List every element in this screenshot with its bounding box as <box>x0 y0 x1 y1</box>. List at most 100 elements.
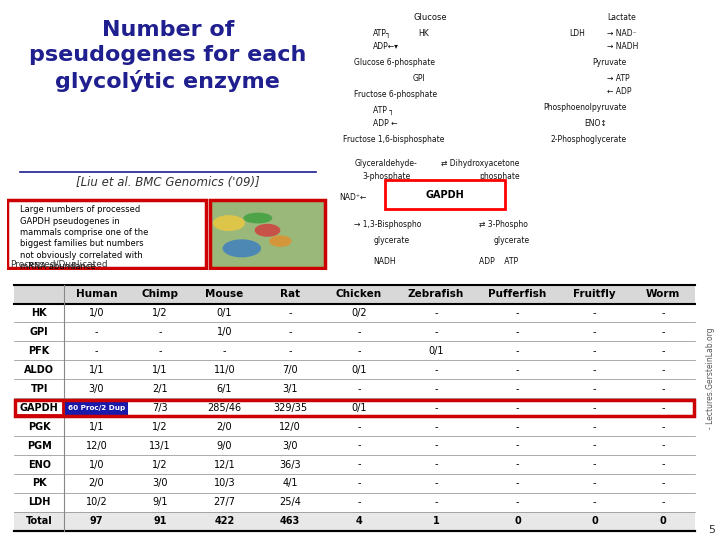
Text: 0/1: 0/1 <box>351 365 366 375</box>
Text: -: - <box>95 327 98 337</box>
Text: Chicken: Chicken <box>336 289 382 299</box>
Text: glycerate: glycerate <box>373 235 410 245</box>
Text: Large numbers of processed
GAPDH pseudogenes in
mammals comprise one of the
bigg: Large numbers of processed GAPDH pseudog… <box>20 205 148 271</box>
Text: -: - <box>434 441 438 450</box>
Text: 2/0: 2/0 <box>217 422 232 431</box>
Text: -: - <box>593 346 596 356</box>
Text: Number of
pseudogenes for each
glycolýtic enzyme: Number of pseudogenes for each glycolýti… <box>30 20 307 92</box>
Text: -: - <box>434 422 438 431</box>
Text: 13/1: 13/1 <box>149 441 171 450</box>
Text: Glucose: Glucose <box>413 14 446 22</box>
Text: -: - <box>222 346 226 356</box>
Text: Mouse: Mouse <box>205 289 243 299</box>
Text: -: - <box>357 327 361 337</box>
Ellipse shape <box>269 235 292 247</box>
Text: 3/0: 3/0 <box>89 384 104 394</box>
Text: → 1,3-Bisphospho: → 1,3-Bisphospho <box>354 220 422 229</box>
Text: Fructose 6-phosphate: Fructose 6-phosphate <box>354 90 438 99</box>
Text: -: - <box>357 441 361 450</box>
Bar <box>14 285 695 303</box>
Text: Pufferfish: Pufferfish <box>488 289 546 299</box>
Text: PGM: PGM <box>27 441 52 450</box>
Text: ADP←▾: ADP←▾ <box>373 43 400 51</box>
Text: 0/1: 0/1 <box>428 346 444 356</box>
Text: -: - <box>288 327 292 337</box>
Text: → ATP: → ATP <box>607 74 630 83</box>
Text: -: - <box>662 441 665 450</box>
Text: -: - <box>662 346 665 356</box>
Text: 0/1: 0/1 <box>217 308 232 318</box>
FancyBboxPatch shape <box>384 180 505 209</box>
Text: -: - <box>288 308 292 318</box>
Text: GAPDH: GAPDH <box>426 190 464 200</box>
Text: ATP ┐: ATP ┐ <box>373 106 394 115</box>
Text: -: - <box>95 346 98 356</box>
Text: TPI: TPI <box>30 384 48 394</box>
Bar <box>15 400 63 415</box>
Text: 3-phosphate: 3-phosphate <box>362 172 410 181</box>
Text: -: - <box>593 422 596 431</box>
Text: Human: Human <box>76 289 117 299</box>
Text: 329/35: 329/35 <box>273 403 307 413</box>
Text: GPI: GPI <box>30 327 48 337</box>
Text: 422: 422 <box>215 516 235 526</box>
Text: 1/0: 1/0 <box>89 308 104 318</box>
Text: -: - <box>357 478 361 489</box>
Text: 4: 4 <box>356 516 362 526</box>
Text: -: - <box>662 460 665 469</box>
Text: ENO↕: ENO↕ <box>585 119 607 128</box>
Text: Rat: Rat <box>280 289 300 299</box>
Text: -: - <box>357 497 361 508</box>
Text: 1/1: 1/1 <box>89 365 104 375</box>
Text: 1/1: 1/1 <box>152 365 168 375</box>
Text: GPI: GPI <box>412 74 425 83</box>
Text: -: - <box>357 384 361 394</box>
Text: glycerate: glycerate <box>494 235 530 245</box>
Text: 10/3: 10/3 <box>214 478 235 489</box>
Text: Fruitfly: Fruitfly <box>573 289 616 299</box>
Text: 3/0: 3/0 <box>152 478 168 489</box>
Text: - Lectures.GersteinLab.org: - Lectures.GersteinLab.org <box>706 327 715 429</box>
Text: -: - <box>434 478 438 489</box>
Text: Zebrafish: Zebrafish <box>408 289 464 299</box>
Text: [Liu et al. BMC Genomics ('09)]: [Liu et al. BMC Genomics ('09)] <box>76 176 260 189</box>
Ellipse shape <box>255 224 280 237</box>
Text: 12/0: 12/0 <box>86 441 107 450</box>
Text: 11/0: 11/0 <box>214 365 235 375</box>
Text: 2-Phosphoglycerate: 2-Phosphoglycerate <box>551 135 626 144</box>
Text: 4/1: 4/1 <box>282 478 297 489</box>
Text: NAD⁺←: NAD⁺← <box>339 193 366 202</box>
Text: Phosphoenolpyruvate: Phosphoenolpyruvate <box>543 103 626 112</box>
Text: NADH: NADH <box>373 257 396 266</box>
Text: 1/2: 1/2 <box>152 308 168 318</box>
Text: -: - <box>662 497 665 508</box>
Text: 463: 463 <box>280 516 300 526</box>
Text: 9/1: 9/1 <box>152 497 168 508</box>
Text: ALDO: ALDO <box>24 365 54 375</box>
Text: Glyceraldehyde-: Glyceraldehyde- <box>354 159 417 168</box>
Text: 2/1: 2/1 <box>152 384 168 394</box>
Bar <box>14 512 695 531</box>
Text: -: - <box>434 384 438 394</box>
Text: Total: Total <box>26 516 53 526</box>
Text: ⇄ Dihydroxyacetone: ⇄ Dihydroxyacetone <box>441 159 520 168</box>
Text: phosphate: phosphate <box>479 172 520 181</box>
Text: -: - <box>357 422 361 431</box>
Text: -: - <box>662 308 665 318</box>
Text: Worm: Worm <box>646 289 680 299</box>
Text: -: - <box>516 497 519 508</box>
Text: -: - <box>516 441 519 450</box>
Text: -: - <box>593 441 596 450</box>
Text: 12/0: 12/0 <box>279 422 301 431</box>
Text: 9/0: 9/0 <box>217 441 232 450</box>
Text: -: - <box>434 497 438 508</box>
Text: 1/0: 1/0 <box>89 460 104 469</box>
Text: -: - <box>158 346 162 356</box>
Text: -: - <box>434 460 438 469</box>
Text: 97: 97 <box>90 516 103 526</box>
Text: 91: 91 <box>153 516 167 526</box>
Text: -: - <box>593 308 596 318</box>
Text: -: - <box>593 497 596 508</box>
Text: -: - <box>516 327 519 337</box>
Text: Glucose 6-phosphate: Glucose 6-phosphate <box>354 58 436 68</box>
